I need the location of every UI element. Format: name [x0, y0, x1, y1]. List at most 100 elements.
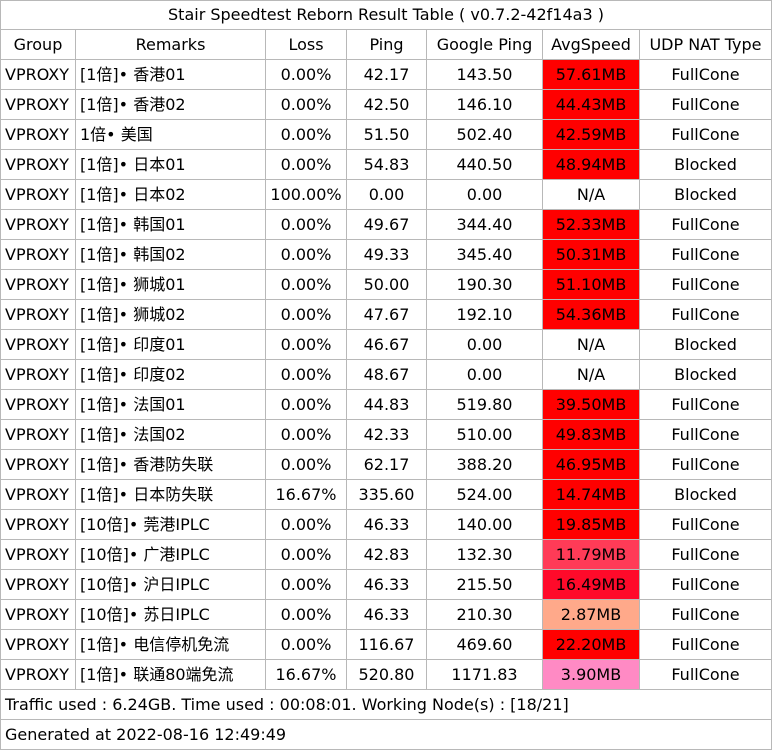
cell-group: VPROXY	[0, 479, 76, 510]
cell-remarks: [10倍]• 沪日IPLC	[75, 569, 266, 600]
table-row: VPROXY 1倍• 美国 0.00% 51.50 502.40 42.59MB FullC…	[0, 119, 772, 150]
cell-google-ping: 344.40	[426, 209, 543, 240]
cell-avg-speed: 14.74MB	[542, 479, 640, 510]
cell-avg-speed: 49.83MB	[542, 419, 640, 450]
cell-avg-speed: 22.20MB	[542, 629, 640, 660]
table-row: VPROXY [1倍]• 法国01 0.00% 44.83 519.80 39.50MB F…	[0, 389, 772, 420]
table-row: VPROXY [1倍]• 法国02 0.00% 42.33 510.00 49.83MB F…	[0, 419, 772, 450]
cell-ping: 48.67	[346, 359, 427, 390]
cell-group: VPROXY	[0, 389, 76, 420]
cell-udp-nat-type: FullCone	[639, 509, 772, 540]
cell-remarks: [1倍]• 电信停机免流	[75, 629, 266, 660]
cell-avg-speed: 52.33MB	[542, 209, 640, 240]
cell-udp-nat-type: FullCone	[639, 539, 772, 570]
cell-ping: 51.50	[346, 119, 427, 150]
result-rows: VPROXY [1倍]• 香港01 0.00% 42.17 143.50 57.61MB F…	[0, 59, 772, 690]
table-row: VPROXY [1倍]• 联通80端免流 16.67% 520.80 1171.83 3.…	[0, 659, 772, 690]
cell-ping: 46.33	[346, 599, 427, 630]
cell-ping: 47.67	[346, 299, 427, 330]
cell-udp-nat-type: FullCone	[639, 299, 772, 330]
cell-loss: 0.00%	[265, 509, 347, 540]
cell-remarks: [1倍]• 法国02	[75, 419, 266, 450]
cell-loss: 0.00%	[265, 239, 347, 270]
cell-google-ping: 132.30	[426, 539, 543, 570]
table-row: VPROXY [1倍]• 印度01 0.00% 46.67 0.00 N/A Blocked	[0, 329, 772, 360]
cell-avg-speed: 42.59MB	[542, 119, 640, 150]
cell-google-ping: 388.20	[426, 449, 543, 480]
cell-ping: 42.33	[346, 419, 427, 450]
cell-google-ping: 192.10	[426, 299, 543, 330]
header-remarks: Remarks	[75, 29, 266, 60]
cell-avg-speed: 46.95MB	[542, 449, 640, 480]
cell-loss: 0.00%	[265, 299, 347, 330]
table-row: VPROXY [1倍]• 日本02 100.00% 0.00 0.00 N/A Blocke…	[0, 179, 772, 210]
cell-remarks: [1倍]• 香港01	[75, 59, 266, 90]
header-ping: Ping	[346, 29, 427, 60]
cell-remarks: [1倍]• 法国01	[75, 389, 266, 420]
header-google-ping: Google Ping	[426, 29, 543, 60]
cell-google-ping: 345.40	[426, 239, 543, 270]
cell-ping: 54.83	[346, 149, 427, 180]
cell-remarks: [1倍]• 日本02	[75, 179, 266, 210]
cell-group: VPROXY	[0, 89, 76, 120]
table-row: VPROXY [1倍]• 香港防失联 0.00% 62.17 388.20 46.95MB…	[0, 449, 772, 480]
table-row: VPROXY [10倍]• 沪日IPLC 0.00% 46.33 215.50 16.49…	[0, 569, 772, 600]
cell-remarks: [1倍]• 韩国02	[75, 239, 266, 270]
cell-remarks: [1倍]• 韩国01	[75, 209, 266, 240]
cell-loss: 0.00%	[265, 539, 347, 570]
cell-ping: 42.50	[346, 89, 427, 120]
cell-ping: 46.67	[346, 329, 427, 360]
cell-udp-nat-type: Blocked	[639, 329, 772, 360]
cell-remarks: [1倍]• 印度01	[75, 329, 266, 360]
cell-avg-speed: N/A	[542, 329, 640, 360]
cell-group: VPROXY	[0, 659, 76, 690]
cell-google-ping: 502.40	[426, 119, 543, 150]
cell-google-ping: 0.00	[426, 329, 543, 360]
cell-udp-nat-type: FullCone	[639, 599, 772, 630]
header-avg-speed: AvgSpeed	[542, 29, 640, 60]
table-row: VPROXY [1倍]• 日本防失联 16.67% 335.60 524.00 14.74…	[0, 479, 772, 510]
table-row: VPROXY [1倍]• 韩国02 0.00% 49.33 345.40 50.31MB F…	[0, 239, 772, 270]
cell-group: VPROXY	[0, 239, 76, 270]
cell-remarks: [1倍]• 香港防失联	[75, 449, 266, 480]
cell-udp-nat-type: FullCone	[639, 89, 772, 120]
cell-loss: 0.00%	[265, 329, 347, 360]
cell-avg-speed: 11.79MB	[542, 539, 640, 570]
cell-group: VPROXY	[0, 419, 76, 450]
header-row: Group Remarks Loss Ping Google Ping AvgS…	[0, 29, 772, 60]
table-row: VPROXY [1倍]• 狮城01 0.00% 50.00 190.30 51.10MB F…	[0, 269, 772, 300]
cell-group: VPROXY	[0, 599, 76, 630]
cell-loss: 0.00%	[265, 269, 347, 300]
cell-group: VPROXY	[0, 299, 76, 330]
table-row: VPROXY [1倍]• 韩国01 0.00% 49.67 344.40 52.33MB F…	[0, 209, 772, 240]
table-row: VPROXY [10倍]• 苏日IPLC 0.00% 46.33 210.30 2.87M…	[0, 599, 772, 630]
cell-avg-speed: 3.90MB	[542, 659, 640, 690]
cell-udp-nat-type: FullCone	[639, 269, 772, 300]
cell-google-ping: 1171.83	[426, 659, 543, 690]
cell-google-ping: 190.30	[426, 269, 543, 300]
cell-google-ping: 510.00	[426, 419, 543, 450]
cell-group: VPROXY	[0, 179, 76, 210]
cell-remarks: [1倍]• 香港02	[75, 89, 266, 120]
cell-ping: 335.60	[346, 479, 427, 510]
cell-google-ping: 0.00	[426, 179, 543, 210]
cell-group: VPROXY	[0, 119, 76, 150]
cell-loss: 16.67%	[265, 479, 347, 510]
cell-udp-nat-type: FullCone	[639, 389, 772, 420]
cell-udp-nat-type: FullCone	[639, 629, 772, 660]
header-udp-nat-type: UDP NAT Type	[639, 29, 772, 60]
cell-remarks: [1倍]• 印度02	[75, 359, 266, 390]
header-loss: Loss	[265, 29, 347, 60]
cell-group: VPROXY	[0, 59, 76, 90]
cell-remarks: [10倍]• 苏日IPLC	[75, 599, 266, 630]
cell-ping: 116.67	[346, 629, 427, 660]
cell-google-ping: 440.50	[426, 149, 543, 180]
cell-avg-speed: N/A	[542, 359, 640, 390]
cell-avg-speed: 48.94MB	[542, 149, 640, 180]
cell-group: VPROXY	[0, 359, 76, 390]
cell-udp-nat-type: FullCone	[639, 659, 772, 690]
table-row: VPROXY [1倍]• 香港01 0.00% 42.17 143.50 57.61MB F…	[0, 59, 772, 90]
cell-ping: 62.17	[346, 449, 427, 480]
cell-avg-speed: 16.49MB	[542, 569, 640, 600]
table-row: VPROXY [1倍]• 狮城02 0.00% 47.67 192.10 54.36MB F…	[0, 299, 772, 330]
